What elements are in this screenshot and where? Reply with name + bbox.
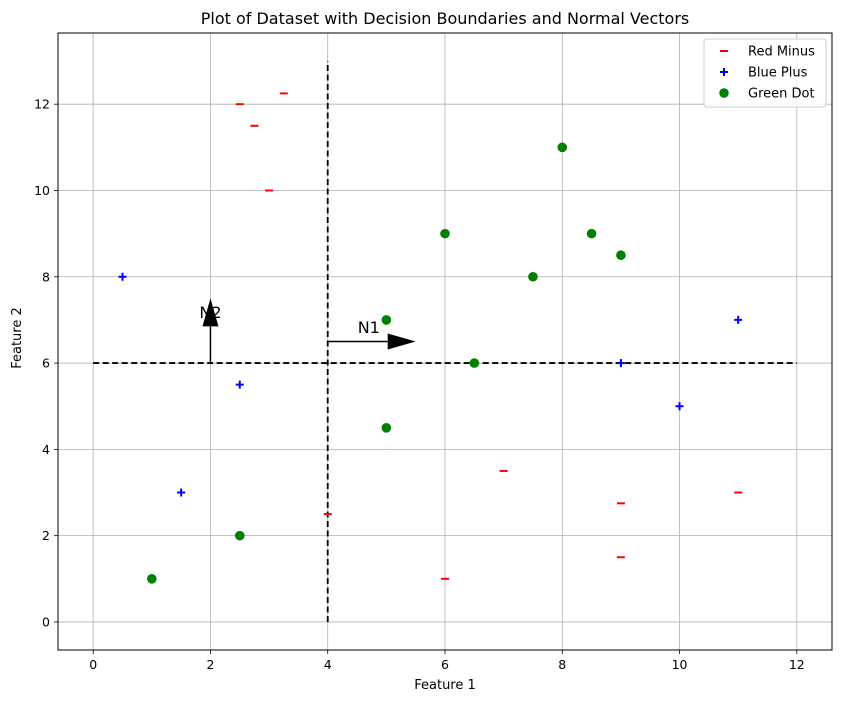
normal-vector-label: N2 [199, 303, 221, 322]
green-dot-point [557, 142, 568, 153]
blue-plus-point [734, 315, 743, 324]
blue-plus-point [177, 488, 186, 497]
x-tick-label: 6 [441, 657, 449, 672]
grid [58, 33, 832, 650]
green-dot-point [469, 358, 480, 368]
y-tick-label: 6 [42, 356, 50, 371]
green-dot-point [381, 315, 392, 325]
green-dot-point [528, 271, 538, 282]
blue-plus-point [616, 359, 625, 368]
legend-entry-green-dot: Green Dot [748, 87, 815, 102]
green-dot-point [381, 422, 392, 433]
x-tick-label: 2 [206, 657, 214, 672]
green-dot-point [586, 228, 597, 239]
y-tick-label: 4 [42, 442, 50, 457]
blue-plus-point [235, 380, 244, 389]
y-tick-label: 0 [42, 614, 50, 629]
legend-entry-blue-plus: Blue Plus [748, 66, 808, 81]
legend-marker-green-dot [719, 88, 729, 98]
legend-box [703, 38, 827, 108]
x-tick-label: 4 [324, 657, 332, 672]
y-tick-label: 8 [42, 269, 50, 284]
y-axis-label: Feature 2 [10, 307, 25, 369]
normal-vector-arrowhead [387, 333, 416, 350]
chart-title: Plot of Dataset with Decision Boundaries… [201, 9, 690, 28]
legend-entry-red-minus: Red Minus [748, 45, 815, 60]
y-axis-ticks: 0 2 4 6 8 10 12 [34, 97, 58, 629]
x-axis-ticks: 0 2 4 6 8 10 12 [89, 650, 805, 672]
blue-plus-point [118, 272, 127, 281]
normal-vectors: N1 N2 [199, 298, 416, 364]
green-dot-point [147, 574, 157, 584]
green-dot-point [234, 530, 245, 541]
green-dot-point [616, 250, 626, 261]
x-tick-label: 8 [558, 657, 566, 672]
legend-marker-blue-plus [720, 68, 728, 76]
green-dot-point [440, 228, 450, 239]
y-tick-label: 10 [34, 183, 50, 198]
blue-plus-point [675, 402, 684, 411]
x-axis-label: Feature 1 [414, 678, 476, 693]
legend: Red Minus Blue Plus Green Dot [703, 38, 827, 108]
data-points [118, 92, 743, 584]
normal-vector-arrowhead [202, 298, 219, 327]
x-tick-label: 10 [672, 657, 688, 672]
x-tick-label: 0 [89, 657, 97, 672]
x-tick-label: 12 [789, 657, 805, 672]
normal-vector-label: N1 [358, 318, 380, 337]
y-tick-label: 2 [42, 528, 50, 543]
y-tick-label: 12 [34, 97, 50, 112]
